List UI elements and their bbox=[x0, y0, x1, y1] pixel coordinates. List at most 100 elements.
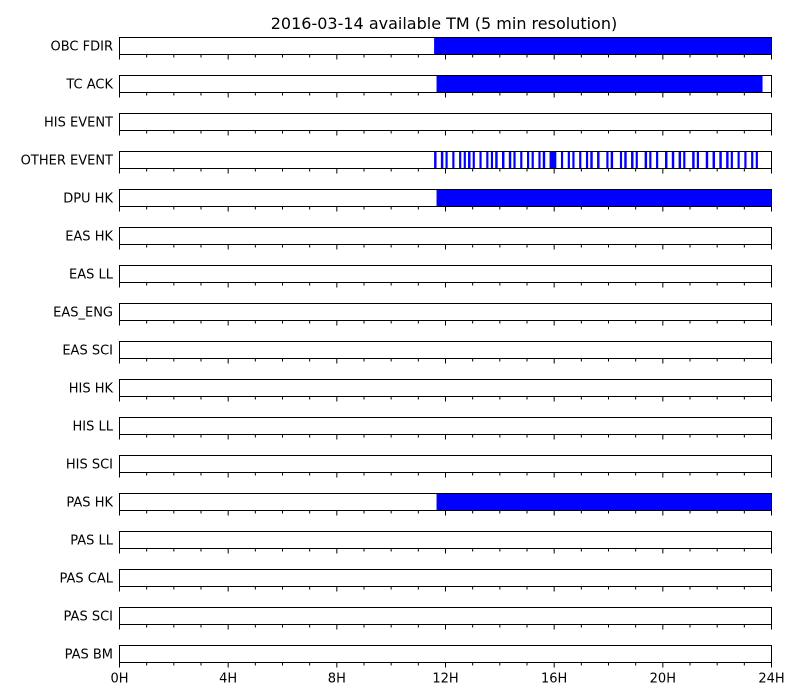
x-tick-label: 4H bbox=[219, 672, 237, 687]
row-other-event: OTHER EVENT bbox=[21, 151, 772, 174]
availability-bar bbox=[560, 151, 564, 169]
availability-bar bbox=[495, 151, 498, 169]
row-dpu-hk: DPU HK bbox=[63, 189, 772, 212]
row-eas-ll: EAS LL bbox=[69, 265, 772, 288]
availability-bar bbox=[644, 151, 648, 169]
row-his-sci: HIS SCI bbox=[66, 455, 772, 478]
row-label: EAS LL bbox=[69, 268, 114, 283]
x-tick-label: 16H bbox=[541, 672, 567, 687]
row-label: TC ACK bbox=[65, 78, 113, 93]
availability-bar bbox=[463, 151, 466, 169]
x-tick-label: 8H bbox=[328, 672, 346, 687]
row-eas-eng: EAS_ENG bbox=[53, 303, 772, 326]
availability-bar bbox=[490, 151, 494, 169]
availability-bar bbox=[635, 151, 638, 169]
row-tc-ack: TC ACK bbox=[65, 75, 772, 98]
availability-bar bbox=[434, 151, 437, 169]
availability-bar bbox=[744, 151, 747, 169]
availability-bar bbox=[436, 75, 763, 93]
x-tick-label: 24H bbox=[758, 672, 784, 687]
availability-bar bbox=[719, 151, 722, 169]
availability-bar bbox=[597, 151, 600, 169]
availability-bar bbox=[692, 151, 695, 169]
row-label: PAS HK bbox=[66, 496, 113, 511]
availability-bar bbox=[445, 151, 448, 169]
row-label: PAS CAL bbox=[60, 572, 114, 587]
row-label: PAS BM bbox=[65, 648, 113, 663]
row-obc-fdir: OBC FDIR bbox=[51, 37, 772, 60]
row-eas-hk: EAS HK bbox=[65, 227, 772, 250]
availability-bar bbox=[542, 151, 546, 169]
availability-bar bbox=[452, 151, 455, 169]
availability-bar bbox=[649, 151, 652, 169]
availability-bar bbox=[610, 151, 614, 169]
row-label: EAS SCI bbox=[62, 344, 113, 359]
availability-bar bbox=[606, 151, 609, 169]
x-axis: 0H 4H 8H 12H 16H 20H 24H bbox=[110, 672, 784, 687]
availability-bar bbox=[671, 151, 675, 169]
availability-bar bbox=[730, 151, 733, 169]
row-label: OTHER EVENT bbox=[21, 154, 113, 169]
availability-bar bbox=[665, 151, 668, 169]
chart-title: 2016-03-14 available TM (5 min resolutio… bbox=[271, 14, 617, 33]
row-frame bbox=[119, 417, 772, 435]
x-tick-label: 20H bbox=[650, 672, 676, 687]
timeline-rows: OBC FDIR TC ACK HIS EVENT OTHER EVENT DPU HK… bbox=[21, 37, 772, 668]
row-pas-ll: PAS LL bbox=[70, 531, 772, 554]
availability-bar bbox=[572, 151, 575, 169]
availability-bar bbox=[712, 151, 715, 169]
availability-bar bbox=[567, 151, 570, 169]
row-pas-hk: PAS HK bbox=[66, 493, 772, 516]
row-his-event: HIS EVENT bbox=[44, 113, 772, 136]
availability-bar bbox=[520, 151, 523, 169]
availability-bar bbox=[436, 189, 772, 207]
row-label: HIS HK bbox=[69, 382, 114, 397]
row-label: EAS_ENG bbox=[53, 306, 113, 321]
availability-bar bbox=[683, 151, 686, 169]
x-tick-label: 0H bbox=[110, 672, 128, 687]
availability-bar bbox=[755, 151, 758, 169]
availability-bar bbox=[579, 151, 582, 169]
availability-bar bbox=[696, 151, 699, 169]
availability-bar bbox=[705, 151, 709, 169]
availability-bar bbox=[631, 151, 634, 169]
availability-bar bbox=[678, 151, 682, 169]
row-frame bbox=[119, 645, 772, 663]
availability-bar bbox=[440, 151, 444, 169]
availability-bar bbox=[486, 151, 489, 169]
availability-bar bbox=[656, 151, 659, 169]
row-frame bbox=[119, 227, 772, 245]
row-frame bbox=[119, 607, 772, 625]
availability-bar bbox=[513, 151, 516, 169]
row-frame bbox=[119, 341, 772, 359]
availability-bar bbox=[619, 151, 623, 169]
availability-bar bbox=[737, 151, 740, 169]
row-eas-sci: EAS SCI bbox=[62, 341, 772, 364]
availability-bar bbox=[479, 151, 482, 169]
row-label: OBC FDIR bbox=[51, 40, 114, 55]
row-frame bbox=[119, 569, 772, 587]
availability-bar bbox=[527, 151, 530, 169]
row-label: HIS LL bbox=[73, 420, 114, 435]
row-frame bbox=[119, 531, 772, 549]
availability-bar bbox=[624, 151, 627, 169]
row-label: HIS EVENT bbox=[44, 116, 113, 131]
row-frame bbox=[119, 303, 772, 321]
availability-bar bbox=[726, 151, 729, 169]
row-label: PAS SCI bbox=[64, 610, 113, 625]
availability-bar bbox=[436, 493, 772, 511]
row-label: PAS LL bbox=[70, 534, 114, 549]
row-pas-cal: PAS CAL bbox=[60, 569, 772, 592]
availability-bar bbox=[585, 151, 589, 169]
availability-bar bbox=[502, 151, 505, 169]
availability-bar bbox=[468, 151, 471, 169]
availability-bar bbox=[459, 151, 462, 169]
row-pas-bm: PAS BM bbox=[65, 645, 772, 668]
availability-bar bbox=[508, 151, 512, 169]
row-label: DPU HK bbox=[63, 192, 113, 207]
row-frame bbox=[119, 265, 772, 283]
availability-bar bbox=[751, 151, 754, 169]
row-label: HIS SCI bbox=[66, 458, 113, 473]
availability-bar bbox=[434, 37, 772, 55]
